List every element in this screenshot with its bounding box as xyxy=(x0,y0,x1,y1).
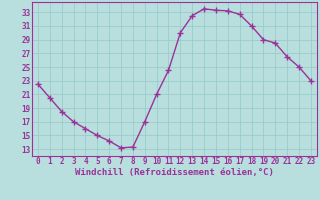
X-axis label: Windchill (Refroidissement éolien,°C): Windchill (Refroidissement éolien,°C) xyxy=(75,168,274,177)
